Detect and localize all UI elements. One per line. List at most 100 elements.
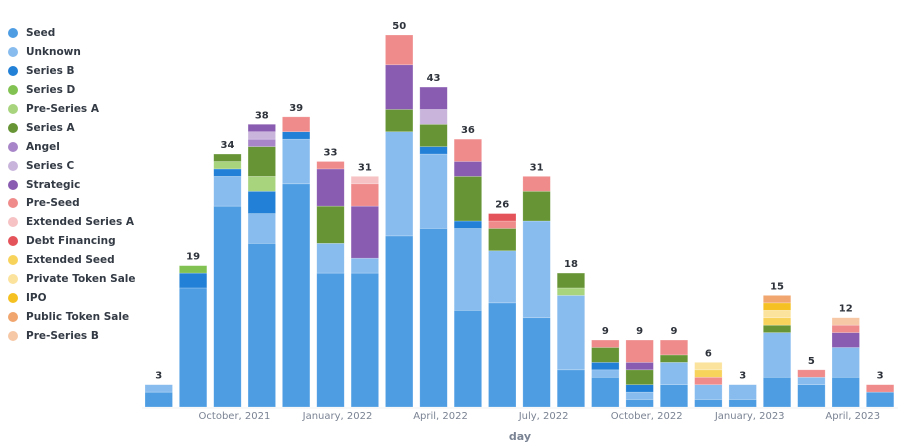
bar-segment[interactable]	[316, 243, 345, 274]
bar-segment[interactable]	[866, 391, 895, 408]
legend-item[interactable]: Extended Series A	[8, 213, 136, 232]
bar-segment[interactable]	[179, 287, 208, 408]
bar-segment[interactable]	[247, 131, 276, 140]
legend-item[interactable]: Pre-Series A	[8, 100, 136, 119]
bar-segment[interactable]	[350, 176, 379, 185]
bar-segment[interactable]	[625, 399, 654, 408]
bar-segment[interactable]	[797, 384, 826, 408]
legend-item[interactable]: Debt Financing	[8, 232, 136, 251]
bar-segment[interactable]	[453, 220, 482, 229]
bar-segment[interactable]	[762, 324, 792, 333]
bar-segment[interactable]	[694, 362, 723, 371]
bar-segment[interactable]	[282, 183, 311, 408]
bar-segment[interactable]	[591, 339, 620, 348]
legend-item[interactable]: Series C	[8, 156, 136, 175]
bar-segment[interactable]	[419, 86, 448, 110]
bar-segment[interactable]	[282, 131, 311, 140]
bar-segment[interactable]	[385, 131, 414, 237]
bar-segment[interactable]	[419, 153, 448, 229]
bar-segment[interactable]	[247, 190, 276, 214]
bar-segment[interactable]	[694, 369, 723, 378]
bar-segment[interactable]	[282, 116, 311, 133]
bar-segment[interactable]	[316, 161, 345, 170]
bar-segment[interactable]	[522, 317, 551, 408]
bar-segment[interactable]	[247, 138, 276, 147]
bar-segment[interactable]	[179, 272, 208, 289]
bar-segment[interactable]	[762, 332, 792, 378]
bar-segment[interactable]	[488, 302, 517, 408]
legend-item[interactable]: Angel	[8, 137, 136, 156]
bar-segment[interactable]	[144, 391, 173, 408]
bar-segment[interactable]	[385, 64, 414, 110]
bar-segment[interactable]	[866, 384, 895, 393]
legend-item[interactable]: Strategic	[8, 175, 136, 194]
bar-segment[interactable]	[247, 123, 276, 133]
bar-segment[interactable]	[762, 295, 792, 304]
bar-segment[interactable]	[659, 384, 689, 408]
bar-segment[interactable]	[179, 265, 208, 274]
legend-item[interactable]: Private Token Sale	[8, 270, 136, 289]
bar-segment[interactable]	[282, 138, 311, 185]
bar-segment[interactable]	[247, 243, 276, 408]
bar-segment[interactable]	[625, 362, 654, 371]
bar-segment[interactable]	[762, 309, 792, 319]
bar-segment[interactable]	[591, 376, 620, 408]
bar-segment[interactable]	[385, 235, 414, 408]
legend-item[interactable]: Series A	[8, 118, 136, 137]
bar-segment[interactable]	[625, 339, 654, 363]
bar-segment[interactable]	[316, 205, 345, 244]
bar-segment[interactable]	[488, 250, 517, 304]
bar-segment[interactable]	[488, 220, 517, 229]
bar-segment[interactable]	[247, 146, 276, 177]
bar-segment[interactable]	[385, 109, 414, 133]
bar-segment[interactable]	[419, 146, 448, 155]
bar-segment[interactable]	[213, 168, 242, 177]
bar-segment[interactable]	[453, 228, 482, 311]
bar-segment[interactable]	[625, 391, 654, 400]
bar-segment[interactable]	[556, 287, 586, 296]
bar-segment[interactable]	[350, 183, 379, 207]
bar-segment[interactable]	[694, 399, 723, 408]
bar-segment[interactable]	[625, 369, 654, 385]
bar-segment[interactable]	[556, 272, 586, 289]
legend-item[interactable]: Public Token Sale	[8, 307, 136, 326]
bar-segment[interactable]	[762, 317, 792, 326]
legend-item[interactable]: Extended Seed	[8, 251, 136, 270]
bar-segment[interactable]	[694, 376, 723, 385]
legend-item[interactable]: Pre-Series B	[8, 326, 136, 345]
bar-segment[interactable]	[453, 138, 482, 162]
bar-segment[interactable]	[659, 339, 689, 356]
legend-item[interactable]: Series D	[8, 81, 136, 100]
bar-segment[interactable]	[522, 190, 551, 222]
bar-segment[interactable]	[556, 295, 586, 371]
bar-segment[interactable]	[797, 369, 826, 378]
bar-segment[interactable]	[213, 176, 242, 207]
bar-segment[interactable]	[831, 347, 860, 378]
bar-segment[interactable]	[213, 161, 242, 170]
bar-segment[interactable]	[385, 34, 414, 66]
bar-segment[interactable]	[831, 317, 860, 326]
bar-segment[interactable]	[213, 205, 242, 408]
bar-segment[interactable]	[213, 153, 242, 162]
bar-segment[interactable]	[350, 205, 379, 259]
bar-segment[interactable]	[350, 257, 379, 274]
bar-segment[interactable]	[488, 213, 517, 222]
legend-item[interactable]: Seed	[8, 24, 136, 43]
bar-segment[interactable]	[728, 399, 757, 408]
bar-segment[interactable]	[591, 347, 620, 363]
bar-segment[interactable]	[144, 384, 173, 393]
bar-segment[interactable]	[419, 228, 448, 408]
bar-segment[interactable]	[797, 376, 826, 385]
bar-segment[interactable]	[831, 324, 860, 333]
bar-segment[interactable]	[419, 109, 448, 125]
bar-segment[interactable]	[762, 302, 792, 311]
legend-item[interactable]: IPO	[8, 288, 136, 307]
bar-segment[interactable]	[831, 332, 860, 348]
bar-segment[interactable]	[350, 272, 379, 408]
bar-segment[interactable]	[453, 309, 482, 408]
bar-segment[interactable]	[625, 384, 654, 393]
legend-item[interactable]: Unknown	[8, 43, 136, 62]
bar-segment[interactable]	[522, 176, 551, 192]
bar-segment[interactable]	[522, 220, 551, 319]
bar-segment[interactable]	[659, 362, 689, 385]
